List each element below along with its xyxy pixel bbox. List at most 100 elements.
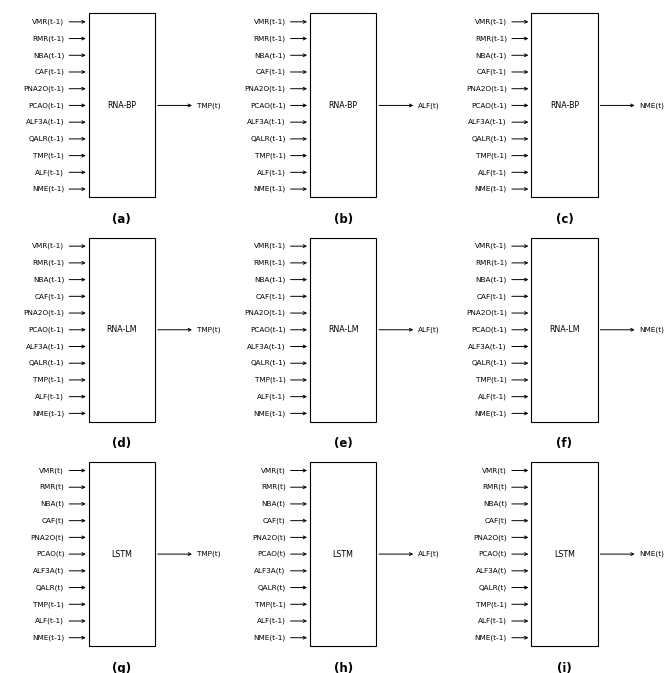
Text: NBA(t): NBA(t) xyxy=(262,501,286,507)
Text: NME(t-1): NME(t-1) xyxy=(32,410,64,417)
Text: ALF(t-1): ALF(t-1) xyxy=(35,394,64,400)
Bar xyxy=(531,13,598,197)
Text: PNA2O(t-1): PNA2O(t-1) xyxy=(466,310,507,316)
Text: PNA2O(t): PNA2O(t) xyxy=(473,534,507,540)
Text: RNA-LM: RNA-LM xyxy=(549,325,580,334)
Bar xyxy=(310,13,376,197)
Text: PNA2O(t-1): PNA2O(t-1) xyxy=(23,85,64,92)
Bar xyxy=(88,13,155,197)
Text: VMR(t-1): VMR(t-1) xyxy=(32,19,64,25)
Text: PNA2O(t): PNA2O(t) xyxy=(252,534,286,540)
Text: ALF3A(t): ALF3A(t) xyxy=(475,567,507,574)
Text: ALF(t-1): ALF(t-1) xyxy=(35,618,64,625)
Text: ALF(t-1): ALF(t-1) xyxy=(257,394,286,400)
Text: CAF(t-1): CAF(t-1) xyxy=(35,293,64,299)
Text: TMP(t): TMP(t) xyxy=(197,551,220,557)
Text: ALF(t-1): ALF(t-1) xyxy=(257,618,286,625)
Bar xyxy=(531,462,598,646)
Text: QALR(t-1): QALR(t-1) xyxy=(471,136,507,142)
Text: QALR(t): QALR(t) xyxy=(36,584,64,591)
Text: RMR(t): RMR(t) xyxy=(261,484,286,491)
Text: RMR(t-1): RMR(t-1) xyxy=(475,260,507,266)
Text: ALF(t-1): ALF(t-1) xyxy=(257,169,286,176)
Text: LSTM: LSTM xyxy=(112,550,132,559)
Text: CAF(t): CAF(t) xyxy=(42,518,64,524)
Text: PNA2O(t-1): PNA2O(t-1) xyxy=(466,85,507,92)
Text: RMR(t-1): RMR(t-1) xyxy=(32,35,64,42)
Text: ALF3A(t-1): ALF3A(t-1) xyxy=(247,343,286,350)
Text: RNA-BP: RNA-BP xyxy=(550,101,579,110)
Text: TMP(t-1): TMP(t-1) xyxy=(255,152,286,159)
Text: RMR(t-1): RMR(t-1) xyxy=(254,35,286,42)
Text: QALR(t): QALR(t) xyxy=(258,584,286,591)
Text: VMR(t): VMR(t) xyxy=(261,467,286,474)
Bar xyxy=(531,238,598,422)
Text: ALF3A(t-1): ALF3A(t-1) xyxy=(247,119,286,125)
Text: (a): (a) xyxy=(112,213,131,226)
Text: VMR(t-1): VMR(t-1) xyxy=(475,19,507,25)
Text: CAF(t): CAF(t) xyxy=(484,518,507,524)
Text: NME(t-1): NME(t-1) xyxy=(32,186,64,192)
Text: PCAO(t-1): PCAO(t-1) xyxy=(29,326,64,333)
Text: PNA2O(t-1): PNA2O(t-1) xyxy=(244,310,286,316)
Text: NBA(t-1): NBA(t-1) xyxy=(254,277,286,283)
Text: ALF(t-1): ALF(t-1) xyxy=(35,169,64,176)
Text: RNA-LM: RNA-LM xyxy=(328,325,359,334)
Bar xyxy=(310,462,376,646)
Text: NME(t-1): NME(t-1) xyxy=(475,410,507,417)
Text: (i): (i) xyxy=(557,662,572,673)
Text: (g): (g) xyxy=(112,662,131,673)
Text: CAF(t-1): CAF(t-1) xyxy=(256,69,286,75)
Text: ALF3A(t-1): ALF3A(t-1) xyxy=(26,119,64,125)
Text: NME(t-1): NME(t-1) xyxy=(254,186,286,192)
Text: (b): (b) xyxy=(333,213,353,226)
Text: PCAO(t): PCAO(t) xyxy=(479,551,507,557)
Text: NBA(t-1): NBA(t-1) xyxy=(33,277,64,283)
Text: QALR(t-1): QALR(t-1) xyxy=(250,360,286,367)
Text: CAF(t-1): CAF(t-1) xyxy=(256,293,286,299)
Text: RNA-LM: RNA-LM xyxy=(106,325,137,334)
Text: CAF(t-1): CAF(t-1) xyxy=(477,293,507,299)
Text: RMR(t-1): RMR(t-1) xyxy=(254,260,286,266)
Text: ALF3A(t): ALF3A(t) xyxy=(33,567,64,574)
Text: LSTM: LSTM xyxy=(554,550,575,559)
Text: ALF3A(t-1): ALF3A(t-1) xyxy=(468,119,507,125)
Text: TMP(t-1): TMP(t-1) xyxy=(33,601,64,608)
Text: QALR(t-1): QALR(t-1) xyxy=(250,136,286,142)
Text: QALR(t-1): QALR(t-1) xyxy=(471,360,507,367)
Text: NBA(t-1): NBA(t-1) xyxy=(475,277,507,283)
Text: PCAO(t-1): PCAO(t-1) xyxy=(471,326,507,333)
Text: QALR(t-1): QALR(t-1) xyxy=(29,360,64,367)
Text: TMP(t-1): TMP(t-1) xyxy=(476,152,507,159)
Text: TMP(t-1): TMP(t-1) xyxy=(476,377,507,383)
Text: PCAO(t-1): PCAO(t-1) xyxy=(250,102,286,108)
Text: (h): (h) xyxy=(333,662,353,673)
Text: NBA(t-1): NBA(t-1) xyxy=(475,52,507,59)
Text: NME(t): NME(t) xyxy=(639,326,664,333)
Text: NBA(t-1): NBA(t-1) xyxy=(33,52,64,59)
Text: RMR(t-1): RMR(t-1) xyxy=(475,35,507,42)
Text: VMR(t-1): VMR(t-1) xyxy=(254,19,286,25)
Text: NME(t-1): NME(t-1) xyxy=(475,635,507,641)
Text: TMP(t-1): TMP(t-1) xyxy=(33,377,64,383)
Text: (f): (f) xyxy=(556,437,572,450)
Text: PCAO(t): PCAO(t) xyxy=(257,551,286,557)
Text: NME(t-1): NME(t-1) xyxy=(254,635,286,641)
Text: TMP(t): TMP(t) xyxy=(197,102,220,108)
Text: VMR(t): VMR(t) xyxy=(482,467,507,474)
Text: ALF3A(t): ALF3A(t) xyxy=(254,567,286,574)
Text: NME(t-1): NME(t-1) xyxy=(32,635,64,641)
Text: ALF(t): ALF(t) xyxy=(418,102,440,108)
Text: RMR(t): RMR(t) xyxy=(482,484,507,491)
Text: TMP(t-1): TMP(t-1) xyxy=(255,377,286,383)
Text: QALR(t): QALR(t) xyxy=(479,584,507,591)
Text: CAF(t): CAF(t) xyxy=(263,518,286,524)
Text: PNA2O(t): PNA2O(t) xyxy=(31,534,64,540)
Text: VMR(t-1): VMR(t-1) xyxy=(475,243,507,250)
Text: ALF(t-1): ALF(t-1) xyxy=(478,618,507,625)
Bar xyxy=(88,238,155,422)
Text: ALF(t-1): ALF(t-1) xyxy=(478,394,507,400)
Text: TMP(t-1): TMP(t-1) xyxy=(33,152,64,159)
Text: VMR(t-1): VMR(t-1) xyxy=(32,243,64,250)
Text: RMR(t-1): RMR(t-1) xyxy=(32,260,64,266)
